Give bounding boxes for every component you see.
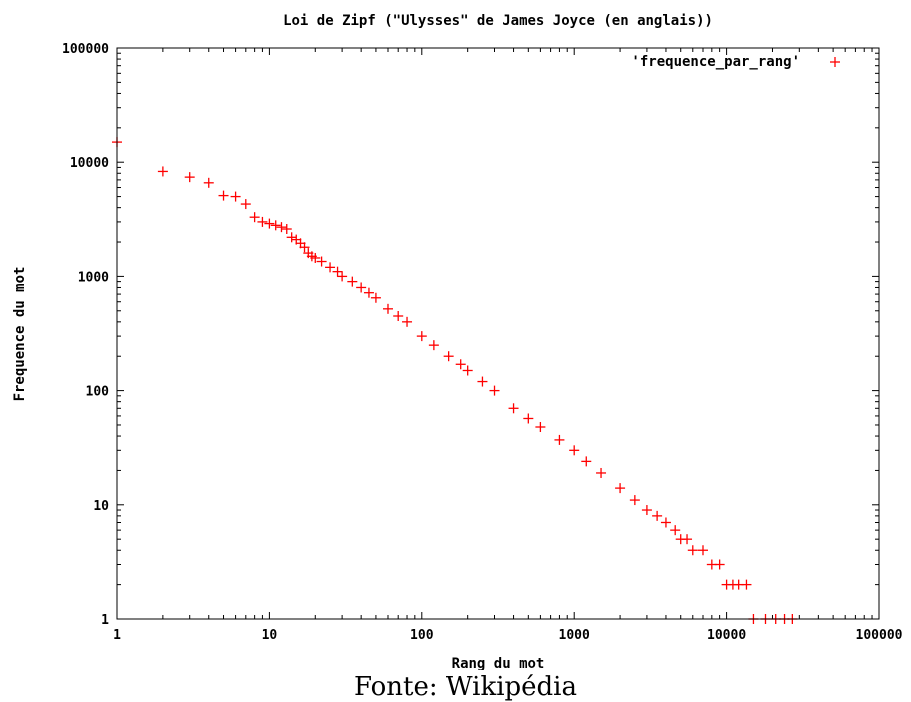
- data-point: [569, 445, 580, 456]
- data-point: [697, 545, 708, 556]
- source-note: Fonte: Wikipédia: [353, 672, 578, 702]
- plot-frame: [116, 47, 880, 620]
- data-point: [416, 331, 427, 342]
- data-point: [682, 534, 693, 545]
- x-tick-label: 100000: [856, 628, 903, 643]
- data-point: [687, 545, 698, 556]
- y-tick-label: 100: [86, 385, 110, 400]
- data-point: [741, 579, 752, 590]
- data-point: [270, 220, 281, 231]
- data-point: [240, 199, 251, 210]
- data-point: [363, 287, 374, 298]
- x-tick-label: 10: [262, 628, 278, 643]
- axis-ticks: 1 10 100 1000 10000 100000 1 10 100 1000 10000 1000…: [62, 42, 903, 643]
- data-point: [230, 191, 241, 202]
- data-point: [660, 517, 671, 528]
- data-point: [455, 359, 466, 370]
- data-point: [581, 456, 592, 467]
- data-point: [264, 218, 275, 229]
- data-point: [281, 224, 292, 235]
- data-point: [249, 212, 260, 223]
- x-tick-label: 1: [113, 628, 121, 643]
- data-point: [356, 282, 367, 293]
- legend: 'frequence_par_rang': [631, 54, 840, 70]
- data-point: [489, 385, 500, 396]
- y-tick-label: 10000: [70, 156, 109, 171]
- y-tick-label: 1: [101, 613, 109, 628]
- data-point: [714, 559, 725, 570]
- data-point: [203, 177, 214, 188]
- chart-title: Loi de Zipf ("Ulysses" de James Joyce (e…: [283, 13, 713, 29]
- y-tick-label: 10: [93, 499, 109, 514]
- data-point: [316, 256, 327, 267]
- data-point: [535, 422, 546, 432]
- data-point: [462, 365, 473, 376]
- x-tick-label: 10000: [707, 628, 746, 643]
- data-point: [443, 351, 454, 362]
- data-point: [337, 271, 348, 282]
- data-point: [393, 311, 404, 321]
- data-point: [218, 190, 229, 201]
- y-tick-label: 1000: [78, 270, 109, 285]
- data-point: [325, 262, 336, 273]
- legend-marker: [830, 57, 840, 67]
- data-point: [615, 483, 626, 494]
- data-point: [299, 242, 310, 253]
- data-point: [257, 216, 268, 227]
- data-point: [629, 495, 640, 506]
- data-point: [652, 510, 663, 521]
- legend-label: 'frequence_par_rang': [631, 54, 800, 70]
- data-point: [347, 276, 358, 287]
- zipf-chart: Loi de Zipf ("Ulysses" de James Joyce (e…: [12, 13, 903, 670]
- data-point: [157, 166, 168, 177]
- data-point: [332, 266, 343, 277]
- data-point: [382, 303, 393, 314]
- data-point: [310, 252, 321, 263]
- data-point: [523, 413, 534, 424]
- x-tick-label: 1000: [559, 628, 590, 643]
- x-axis-label: Rang du mot: [452, 656, 545, 670]
- data-point: [184, 172, 195, 183]
- data-point: [477, 376, 488, 387]
- data-point: [670, 525, 681, 536]
- data-point: [508, 403, 519, 414]
- y-tick-label: 100000: [62, 42, 109, 57]
- data-points: [112, 137, 798, 624]
- x-tick-label: 100: [410, 628, 434, 643]
- data-point: [370, 292, 381, 303]
- data-point: [286, 232, 297, 243]
- data-point: [276, 222, 287, 233]
- data-point: [596, 467, 607, 478]
- data-point: [428, 340, 439, 351]
- data-point: [554, 434, 565, 445]
- y-axis-label: Frequence du mot: [12, 267, 28, 402]
- data-point: [402, 316, 413, 327]
- data-point: [641, 505, 652, 516]
